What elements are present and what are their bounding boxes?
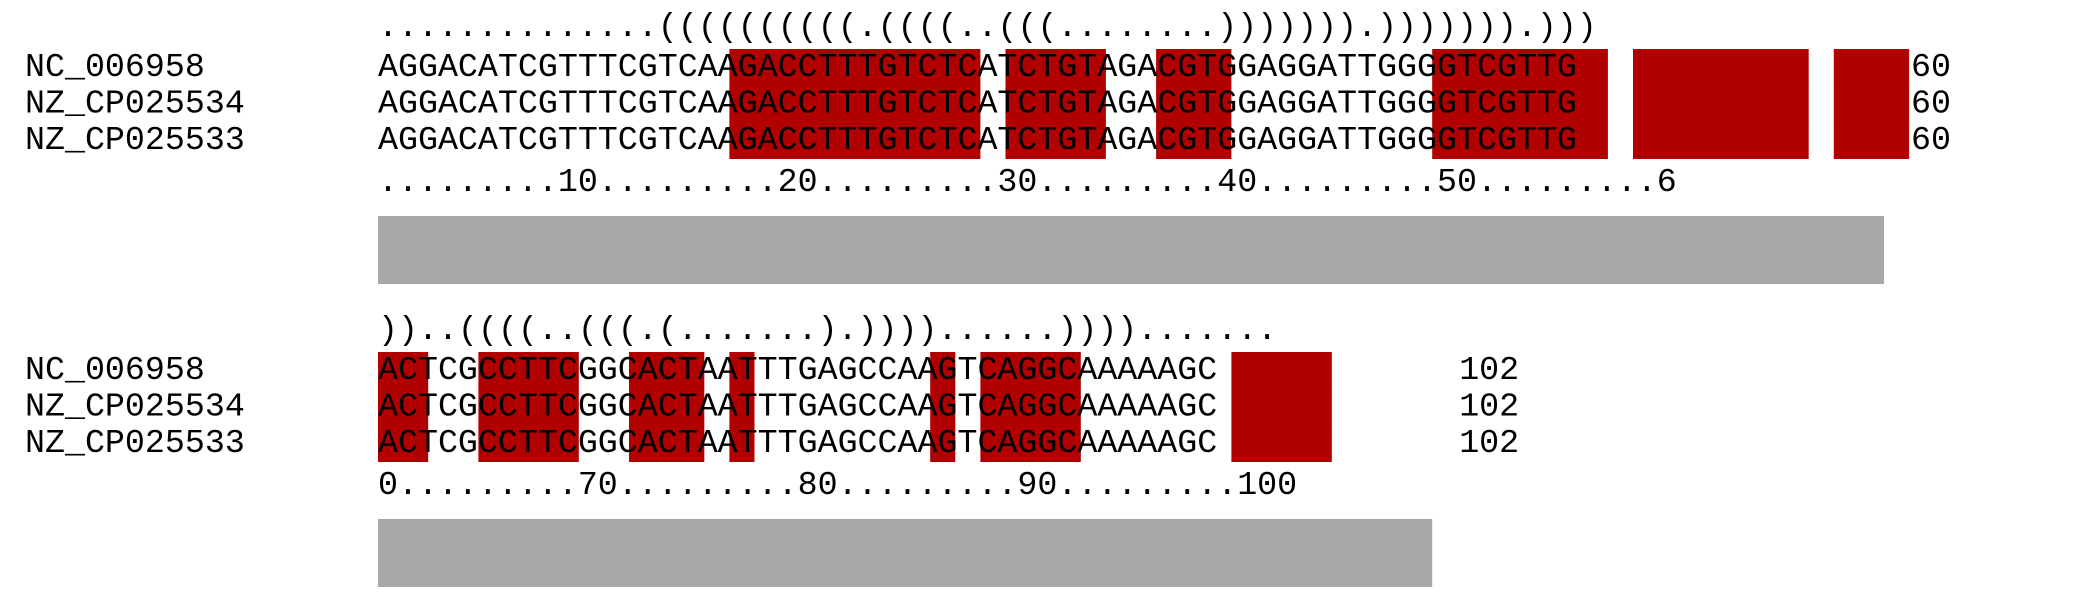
paired-highlight <box>729 425 755 462</box>
paired-highlight <box>930 352 956 389</box>
paired-highlight <box>1231 388 1332 426</box>
block-1-seq-3: AGGACATCGTTTCGTCAAGACCTTTGTCTCATCTGTAGAC… <box>378 121 1577 159</box>
paired-highlight <box>980 388 1081 426</box>
block-2-end-3: 102 <box>1459 424 1519 462</box>
block-1-name-1: NC_006958 <box>25 48 205 86</box>
block-2-name-3: NZ_CP025533 <box>25 424 245 462</box>
paired-highlight <box>729 85 981 123</box>
block-1-name-2: NZ_CP025534 <box>25 85 245 123</box>
paired-highlight <box>629 352 705 389</box>
paired-highlight <box>1432 49 1608 86</box>
paired-highlight <box>729 49 981 86</box>
block-2-end-2: 102 <box>1459 388 1519 426</box>
block-1-structure: ..............((((((((((.((((..(((......… <box>378 8 1597 46</box>
paired-highlight <box>378 388 429 426</box>
block-1-end-1: 60 <box>1911 48 1951 86</box>
paired-highlight <box>378 425 429 462</box>
block-2-structure: ))..((((..(((.(.......).))))......))))..… <box>378 311 1277 349</box>
paired-highlight <box>980 352 1081 389</box>
paired-highlight <box>1005 122 1106 159</box>
paired-highlight <box>478 425 579 462</box>
paired-highlight <box>378 352 429 389</box>
paired-highlight <box>1833 122 1910 159</box>
block-2-name-1: NC_006958 <box>25 351 205 389</box>
block-2-conservation-bar <box>378 519 1433 587</box>
paired-highlight <box>1633 122 1809 159</box>
block-2-name-2: NZ_CP025534 <box>25 388 245 426</box>
paired-highlight <box>1432 85 1608 123</box>
block-1-name-3: NZ_CP025533 <box>25 121 245 159</box>
block-2-end-1: 102 <box>1459 351 1519 389</box>
paired-highlight <box>729 352 755 389</box>
paired-highlight <box>729 122 981 159</box>
block-2-seq-3: ACTCGCCTTCGGCACTAATTTGAGCCAAGTCAGGCAAAAA… <box>378 424 1217 462</box>
paired-highlight <box>729 388 755 426</box>
paired-highlight <box>1231 352 1332 389</box>
paired-highlight <box>930 388 956 426</box>
block-2: ))..((((..(((.(.......).))))......))))..… <box>25 311 1519 587</box>
block-1-seq-1: AGGACATCGTTTCGTCAAGACCTTTGTCTCATCTGTAGAC… <box>378 48 1577 86</box>
paired-highlight <box>1633 49 1809 86</box>
paired-highlight <box>1156 49 1232 86</box>
block-1-highlights <box>729 49 1910 159</box>
paired-highlight <box>629 388 705 426</box>
block-2-ruler: 0.........70.........80.........90......… <box>378 466 1297 504</box>
paired-highlight <box>980 425 1081 462</box>
paired-highlight <box>1432 122 1608 159</box>
paired-highlight <box>930 425 956 462</box>
paired-highlight <box>1005 85 1106 123</box>
block-1-ruler: .........10.........20.........30.......… <box>378 163 1677 201</box>
block-1-end-3: 60 <box>1911 121 1951 159</box>
paired-highlight <box>1231 425 1332 462</box>
block-2-seq-1: ACTCGCCTTCGGCACTAATTTGAGCCAAGTCAGGCAAAAA… <box>378 351 1217 389</box>
block-1-seq-2: AGGACATCGTTTCGTCAAGACCTTTGTCTCATCTGTAGAC… <box>378 85 1577 123</box>
paired-highlight <box>1156 85 1232 123</box>
block-2-seq-2: ACTCGCCTTCGGCACTAATTTGAGCCAAGTCAGGCAAAAA… <box>378 388 1217 426</box>
block-2-highlights <box>378 352 1332 462</box>
paired-highlight <box>478 388 579 426</box>
block-1: ..............((((((((((.((((..(((......… <box>25 8 1951 284</box>
paired-highlight <box>1833 49 1910 86</box>
block-1-conservation-bar <box>378 216 1884 284</box>
paired-highlight <box>1005 49 1106 86</box>
paired-highlight <box>1633 85 1809 123</box>
paired-highlight <box>629 425 705 462</box>
paired-highlight <box>1833 85 1910 123</box>
paired-highlight <box>478 352 579 389</box>
block-1-end-2: 60 <box>1911 85 1951 123</box>
paired-highlight <box>1156 122 1232 159</box>
